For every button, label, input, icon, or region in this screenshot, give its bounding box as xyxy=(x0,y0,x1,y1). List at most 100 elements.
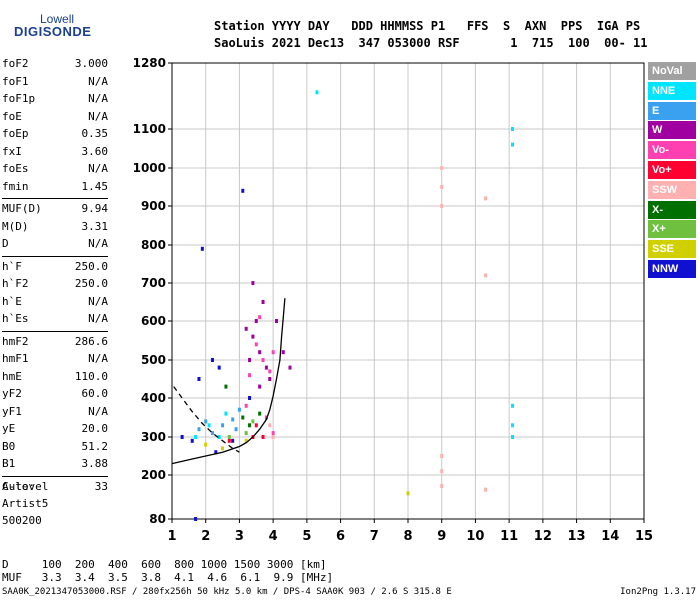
profile-trace-curve xyxy=(171,298,286,465)
data-point xyxy=(271,435,275,439)
param-row: fxI 3.60 xyxy=(2,145,108,163)
data-point xyxy=(484,273,488,278)
param-row: h`F2 250.0 xyxy=(2,277,108,295)
param-value: 9.94 xyxy=(81,202,109,215)
param-value: N/A xyxy=(88,352,108,365)
param-value: N/A xyxy=(88,294,108,308)
data-point xyxy=(244,403,248,408)
data-point xyxy=(231,438,235,443)
x-tick-label: 4 xyxy=(269,529,278,544)
x-tick-label: 1 xyxy=(167,529,176,544)
data-point xyxy=(214,450,218,455)
logo-line-1: Lowell xyxy=(40,12,75,26)
param-label: C-level xyxy=(2,479,49,493)
param-label: foF1 xyxy=(2,74,29,88)
y-tick-label: 80 xyxy=(149,512,166,526)
file-info-footer: SAA0K_2021347053000.RSF / 280fx256h 50 k… xyxy=(2,587,452,597)
y-tick-label: 900 xyxy=(141,199,166,213)
param-row: h`Es N/A xyxy=(2,312,108,330)
param-row: hmF2 286.6 xyxy=(2,335,108,353)
data-point xyxy=(217,365,221,370)
data-point xyxy=(440,185,444,189)
muf-row: MUF 3.3 3.4 3.5 3.8 4.1 4.6 6.1 9.9 [MHz… xyxy=(2,571,334,584)
param-label: fmin xyxy=(2,179,29,193)
data-point xyxy=(268,369,272,374)
data-point xyxy=(241,415,245,420)
param-row: C-level 33 xyxy=(2,480,108,498)
param-row: foEp 0.35 xyxy=(2,127,108,145)
auto-version: 500200 xyxy=(2,514,42,527)
data-point xyxy=(231,417,235,422)
param-value: N/A xyxy=(88,109,108,123)
data-point xyxy=(244,438,248,443)
param-label: yF1 xyxy=(2,404,22,418)
param-value: 3.60 xyxy=(81,144,109,158)
data-point xyxy=(204,419,208,424)
param-row: yE 20.0 xyxy=(2,422,108,440)
param-label: foE xyxy=(2,109,22,123)
param-value: 51.2 xyxy=(81,439,109,453)
data-point xyxy=(440,166,444,170)
y-tick-label: 200 xyxy=(141,468,166,482)
data-point xyxy=(511,423,515,428)
param-label: foEs xyxy=(2,162,29,175)
data-point xyxy=(241,188,245,193)
auto-program: Artist5 xyxy=(2,497,49,510)
legend-item: SSW xyxy=(648,180,696,199)
param-value: 250.0 xyxy=(74,277,108,290)
header-line-2: SaoLuis 2021 Dec13 347 053000 RSF 1 715 … xyxy=(214,36,648,50)
param-label: B1 xyxy=(2,457,16,470)
data-point xyxy=(258,411,262,416)
param-row: foF1p N/A xyxy=(2,92,108,110)
autoscaling-info: Auto: Artist5 500200 xyxy=(2,478,48,529)
data-point xyxy=(254,342,258,347)
data-point xyxy=(224,411,228,416)
param-label: MUF(D) xyxy=(2,202,42,215)
data-point xyxy=(275,319,279,323)
x-tick-label: 15 xyxy=(635,529,653,544)
data-point xyxy=(281,350,285,355)
muf-distance-table: D 100 200 400 600 800 1000 1500 3000 [km… xyxy=(2,558,333,584)
data-point xyxy=(440,454,444,458)
x-tick-label: 14 xyxy=(601,529,619,544)
legend-item: X+ xyxy=(648,220,696,239)
param-row: D N/A xyxy=(2,237,108,255)
auto-label: Auto: xyxy=(2,480,36,493)
y-tick-label: 700 xyxy=(141,276,166,290)
param-label: fxI xyxy=(2,144,22,158)
param-row: M(D) 3.31 xyxy=(2,220,108,238)
distance-row: D 100 200 400 600 800 1000 1500 3000 [km… xyxy=(2,558,327,571)
data-point xyxy=(190,438,194,443)
data-point xyxy=(227,438,231,443)
data-point xyxy=(244,326,248,331)
data-point xyxy=(244,431,248,436)
data-point xyxy=(251,334,255,339)
param-label: foF2 xyxy=(2,57,29,70)
header-line-1: Station YYYY DAY DDD HHMMSS P1 FFS S AXN… xyxy=(214,19,641,33)
param-label: hmF2 xyxy=(2,334,29,348)
legend-item: NoVal xyxy=(648,62,696,80)
param-value: 0.35 xyxy=(81,127,109,140)
data-point xyxy=(264,365,268,370)
digisonde-logo: Lowell DIGISONDE xyxy=(2,4,112,44)
logo-line-2: DIGISONDE xyxy=(14,24,92,39)
param-value: 33 xyxy=(94,479,108,493)
param-label: M(D) xyxy=(2,219,29,233)
param-row: h`F 250.0 xyxy=(2,260,108,278)
data-point xyxy=(315,90,319,95)
data-point xyxy=(484,196,488,201)
y-tick-label: 500 xyxy=(141,353,166,367)
x-tick-label: 6 xyxy=(336,529,345,544)
param-row: yF2 60.0 xyxy=(2,387,108,405)
param-row: h`E N/A xyxy=(2,295,108,313)
x-tick-label: 10 xyxy=(466,529,484,544)
data-point xyxy=(406,491,410,496)
param-row: MUF(D) 9.94 xyxy=(2,202,108,220)
param-separator xyxy=(2,475,108,477)
param-row: foF1 N/A xyxy=(2,75,108,93)
legend-item: W xyxy=(648,121,696,140)
param-value: N/A xyxy=(88,312,108,325)
param-value: 3.000 xyxy=(74,57,108,70)
data-point xyxy=(248,373,252,378)
